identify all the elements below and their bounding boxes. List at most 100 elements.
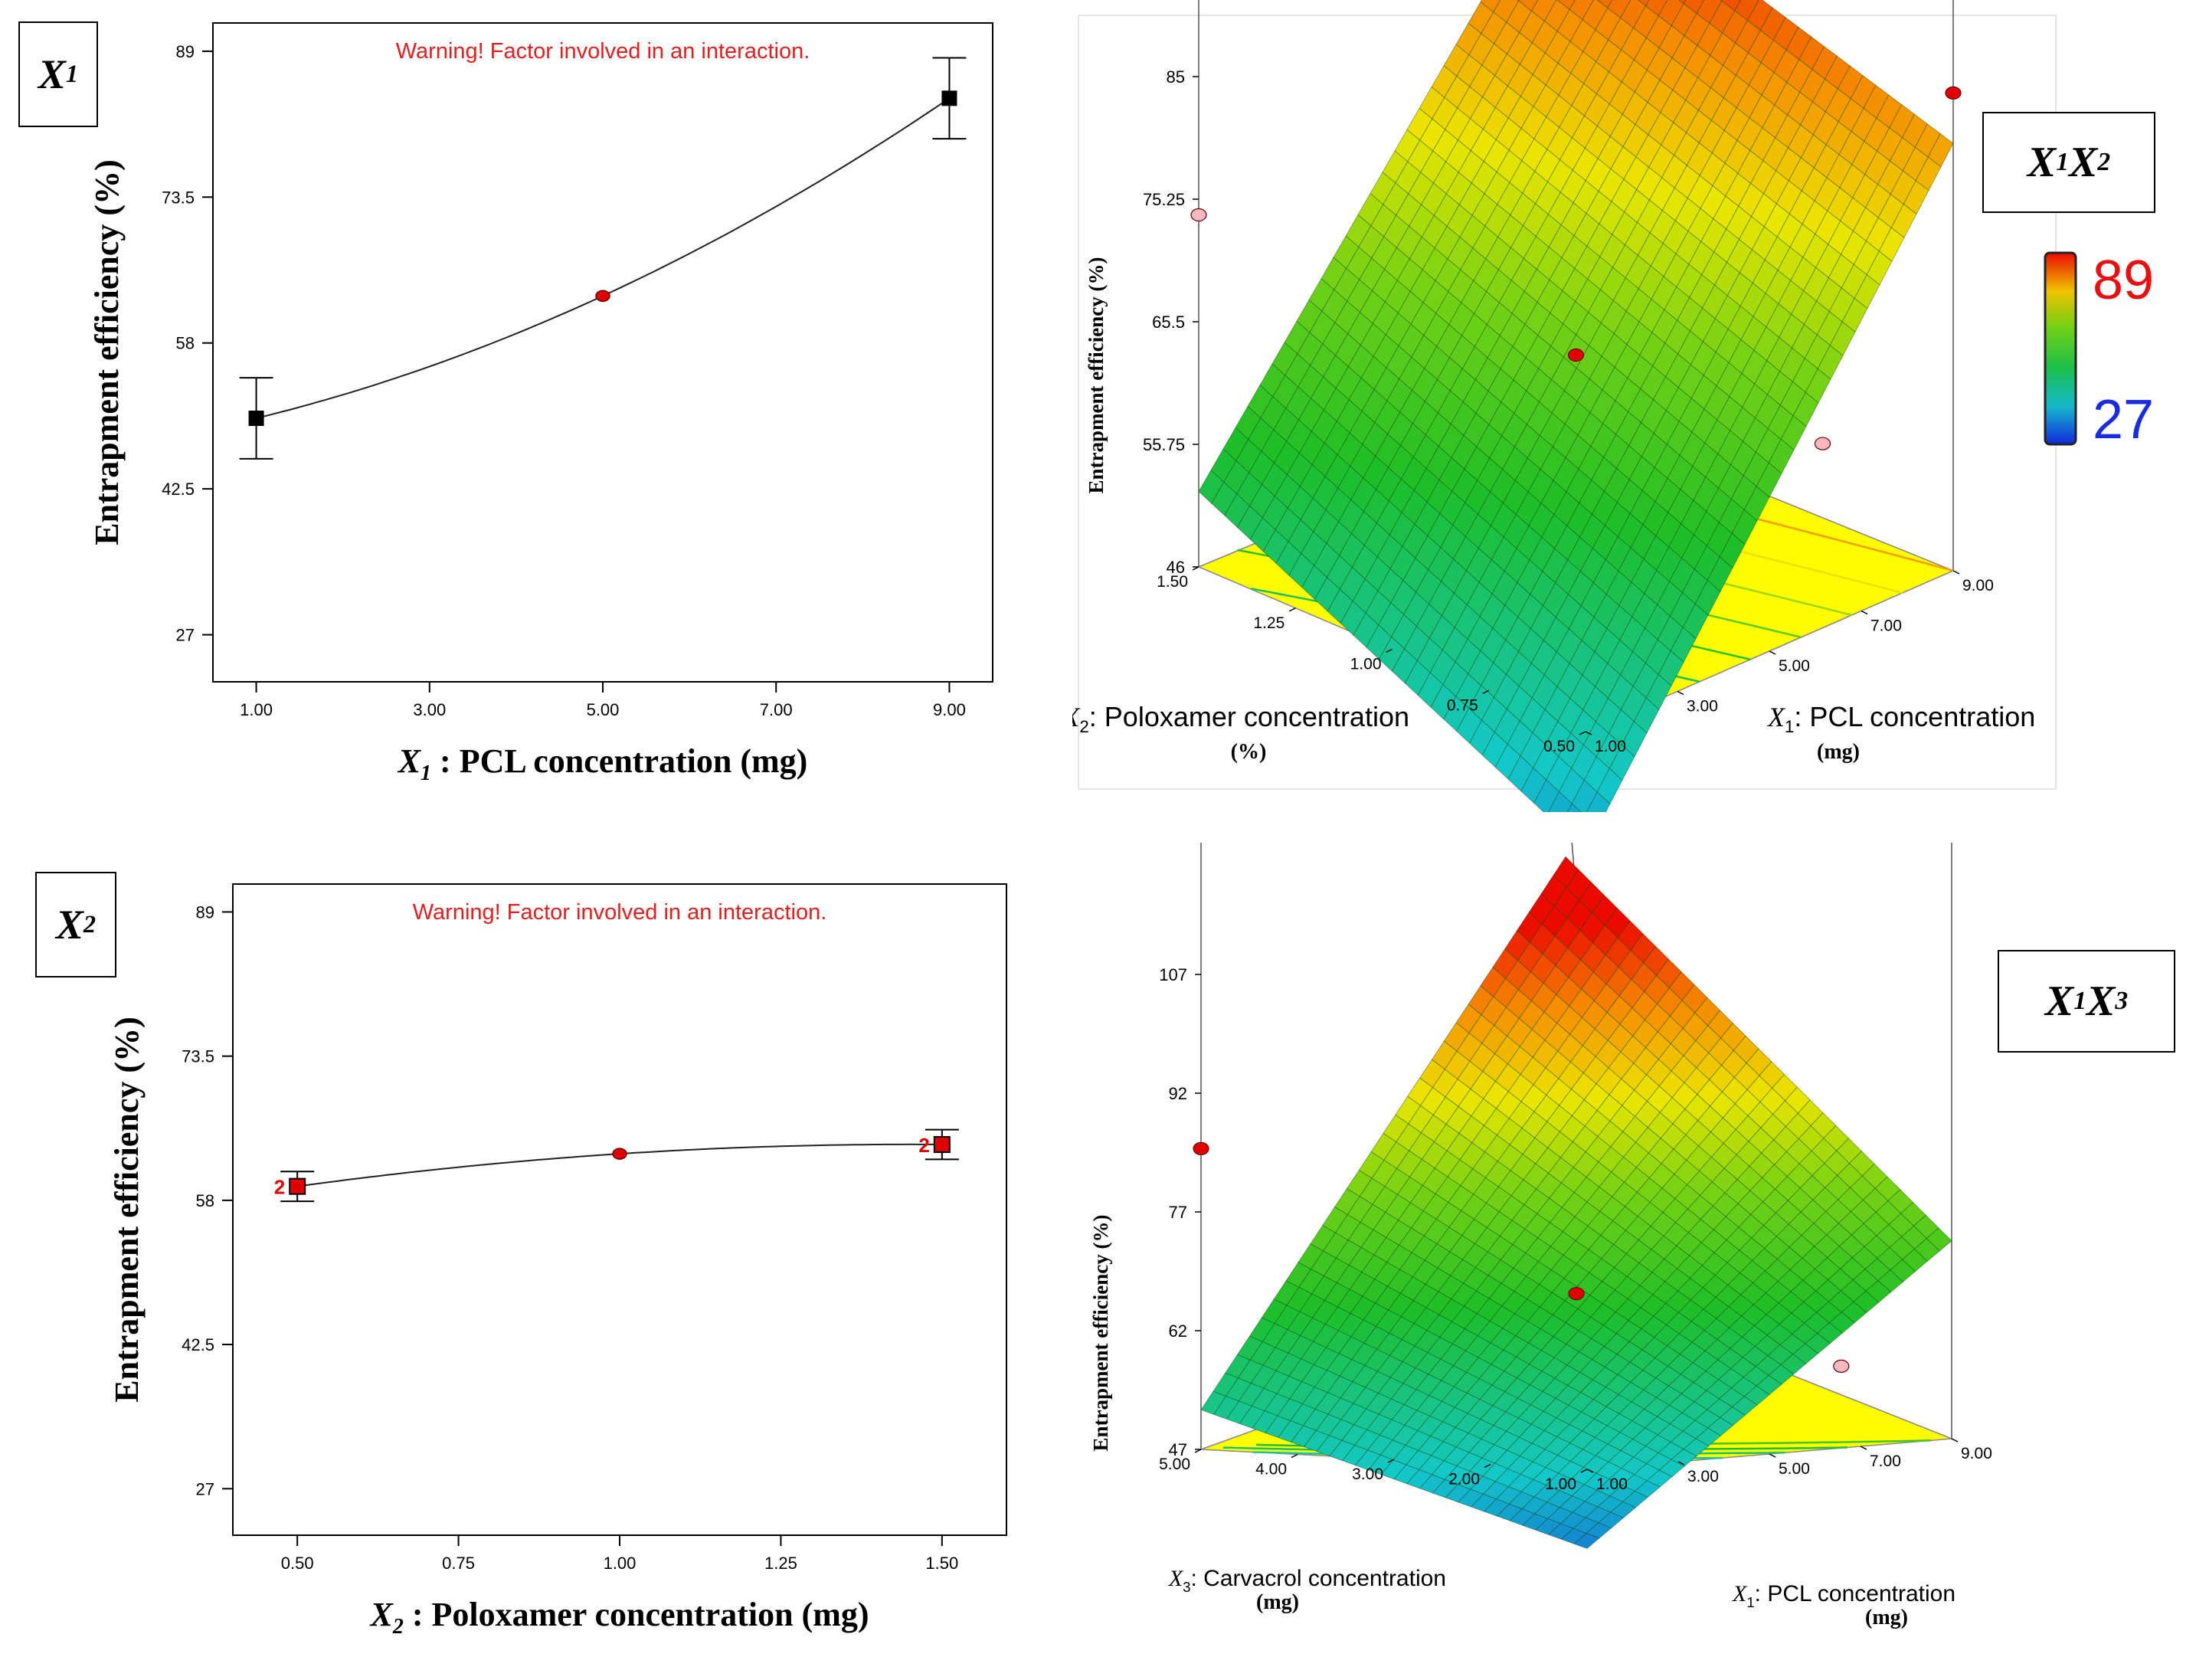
x1-x-tick-label: 5.00 [587,700,620,719]
x2-y-tick-label: 27 [196,1479,214,1498]
x1x2-left-tick [1482,689,1490,694]
x1x2-left-tick-label: 0.75 [1447,696,1478,714]
x1-x-axis-label: X1 : PCL concentration (mg) [397,742,808,785]
x1x2-right-tick [1585,731,1592,735]
x1x3-right-tick-label: 1.00 [1596,1475,1628,1493]
x1x3-left-tick [1580,1469,1588,1473]
x1-y-tick-label: 58 [176,334,195,353]
x1x2-left-axis-label: X2: Poloxamer concentration [1072,701,1409,736]
x2-x-tick-label: 1.00 [604,1554,637,1573]
x1x2-left-tick-label: 0.50 [1543,738,1575,755]
x1x2-left-tick [1288,607,1296,612]
x1x2-right-tick [1769,650,1776,655]
x1x2-design-point [1814,437,1831,450]
x1x3-tag-b: X [2086,978,2116,1025]
x1-x-tick-label: 9.00 [933,700,966,719]
x1x2-design-point [1567,348,1585,362]
x1x3-right-tick-label: 3.00 [1687,1468,1719,1485]
x1-x-tick-label: 3.00 [413,700,446,719]
x1x2-left-tick-label: 1.25 [1253,614,1285,632]
x1x2-tag-a: X [2027,139,2057,186]
x2-y-tick-label: 58 [196,1191,214,1210]
x2-tag-sub: 2 [83,910,97,938]
x1x3-z-axis-label: Entrapment efficiency (%) [1089,1215,1112,1452]
x1x3-surface-plot: 47 62 77 92 107 1.00 2.00 3.00 4.00 5.00 1.00 3.00 5… [1072,843,2196,1680]
x1x2-response-surface [1198,0,1954,812]
x1x2-color-legend-max: 89 [2093,250,2154,311]
x1x3-tag-b-sub: 3 [2115,987,2129,1015]
x1x3-right-axis-unit: (mg) [1865,1606,1908,1629]
x1-plot-frame [212,22,993,683]
x1-center-point [595,290,610,303]
x2-x-tick-label: 0.50 [281,1554,314,1573]
x1x2-right-axis-label: X1: PCL concentration [1766,701,2035,736]
x1x2-right-tick [1952,570,1960,575]
x1x2-z-tick-label: 55.75 [1143,435,1185,454]
x1-y-tick-label: 89 [176,42,195,61]
x1x2-left-tick [1192,566,1199,571]
x1x3-left-axis-label: X3: Carvacrol concentration [1168,1566,1446,1595]
x1x3-right-tick-label: 9.00 [1961,1445,1992,1462]
x1x2-z-axis-label: Entrapment efficiency (%) [1085,257,1108,494]
x2-x-tick-label: 1.50 [925,1554,958,1573]
x1x2-tag-b-sub: 2 [2097,148,2111,176]
x1-y-axis-label: Entrapment efficiency (%) [88,159,126,545]
x2-point-count-label: 2 [274,1176,285,1199]
x2-warning-text: Warning! Factor involved in an interacti… [413,900,827,925]
x1x2-left-tick-label: 1.50 [1157,573,1188,591]
x1x3-left-tick-label: 3.00 [1352,1465,1383,1483]
x1x3-response-surface [1200,856,1952,1549]
x2-plot-frame [232,883,1007,1536]
x1x3-tag-a: X [2044,978,2074,1025]
x1x3-design-point [1568,1287,1585,1301]
x1x2-left-tick-label: 1.00 [1350,656,1382,673]
x1x3-left-tick [1291,1453,1298,1459]
x1x3-tag-a-sub: 1 [2073,987,2086,1015]
x1x3-design-point [1833,1359,1850,1373]
x1x2-z-tick-label: 46 [1167,558,1185,577]
x1x2-tag-a-sub: 1 [2056,148,2069,176]
x2-chart-svg: 27 42.5 58 73.5 89 0.50 0.75 1.00 1.25 1.50 Warnin… [108,883,1007,1639]
x1x3-z-tick-label: 47 [1169,1440,1187,1459]
x1-design-point [941,90,957,106]
x2-point-count-label: 2 [918,1134,929,1157]
x1-x-tick-label: 7.00 [760,700,793,719]
x1-tag-main: X [38,51,66,97]
x1-tag-sub: 1 [65,60,79,88]
x1-warning-text: Warning! Factor involved in an interacti… [396,39,810,64]
x1x2-right-tick [1677,690,1684,696]
x1x3-right-tick [1677,1461,1685,1465]
x2-design-point [289,1177,306,1195]
x1x3-left-tick-label: 1.00 [1545,1475,1576,1493]
x1x2-right-axis-unit: (mg) [1817,740,1860,764]
x1x3-z-tick-label: 92 [1169,1084,1187,1103]
x2-y-axis-label: Entrapment efficiency (%) [108,1017,146,1402]
x2-design-point [933,1136,951,1153]
x2-x-tick-label: 1.25 [764,1554,797,1573]
x1-design-point [248,411,264,426]
x1x2-chart-svg: 46 55.75 65.5 75.25 85 0.50 0.75 1.00 1.25 1.50 1.… [1072,0,2154,812]
x1x2-design-point [1945,86,1962,100]
x1x2-right-tick [1861,610,1868,615]
x2-y-tick-label: 89 [196,902,214,922]
x2-y-tick-label: 42.5 [182,1335,214,1354]
x1x3-left-tick-label: 2.00 [1448,1471,1480,1488]
x1x2-left-tick [1579,731,1586,735]
x2-tag-main: X [55,902,83,948]
x1x2-right-tick-label: 9.00 [1962,577,1994,594]
x1x3-z-tick-label: 62 [1169,1321,1187,1341]
x1x3-right-axis-label: X1: PCL concentration [1732,1581,1955,1610]
x1x2-left-axis-unit: (%) [1231,740,1267,764]
x1-y-tick-label: 73.5 [162,188,195,207]
x1x2-color-legend-bar [2044,251,2077,446]
x1-y-tick-label: 27 [176,626,195,645]
x1x2-design-point [1190,208,1207,222]
x2-x-tick-label: 0.75 [442,1554,475,1573]
x1x3-left-tick-label: 5.00 [1159,1456,1190,1473]
x1x2-right-tick-label: 5.00 [1779,657,1810,675]
x1x3-left-axis-unit: (mg) [1256,1590,1299,1614]
